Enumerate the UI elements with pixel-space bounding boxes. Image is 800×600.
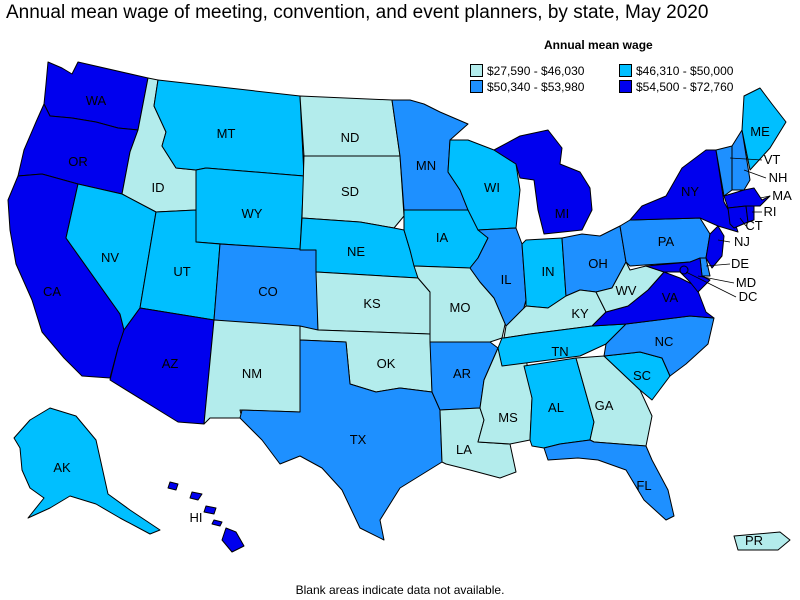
leader-line-vt [729, 157, 763, 161]
legend-swatch [619, 80, 632, 93]
state-label-NJ: NJ [734, 234, 750, 249]
state-label-AZ: AZ [162, 356, 179, 371]
legend-swatch [470, 64, 483, 77]
state-AK[interactable] [13, 407, 161, 535]
footnote: Blank areas indicate data not available. [295, 583, 505, 597]
state-label-CT: CT [745, 218, 762, 233]
state-MI[interactable] [493, 129, 593, 235]
leader-line-ct [739, 217, 747, 227]
state-WV[interactable] [595, 261, 665, 313]
state-label-GA: GA [595, 398, 614, 413]
state-label-WI: WI [484, 180, 500, 195]
state-label-AR: AR [453, 366, 471, 381]
legend-title: Annual mean wage [544, 38, 653, 52]
state-HI[interactable] [221, 527, 245, 553]
state-label-OR: OR [68, 154, 88, 169]
state-TX[interactable] [239, 339, 443, 541]
state-label-MO: MO [450, 300, 471, 315]
state-label-FL: FL [636, 478, 651, 493]
state-label-CA: CA [43, 284, 61, 299]
state-NH[interactable] [731, 129, 751, 191]
legend-swatch [470, 80, 483, 93]
state-label-TN: TN [551, 344, 568, 359]
state-label-NV: NV [101, 250, 119, 265]
state-label-KY: KY [571, 306, 589, 321]
state-label-MD: MD [736, 275, 756, 290]
leader-line-dc [685, 271, 737, 298]
state-label-WV: WV [616, 283, 637, 298]
state-label-VA: VA [662, 290, 679, 305]
state-label-VT: VT [764, 152, 781, 167]
state-label-ME: ME [750, 124, 770, 139]
state-label-IA: IA [436, 230, 449, 245]
legend-label: $54,500 - $72,760 [636, 80, 734, 94]
state-label-MN: MN [416, 158, 436, 173]
state-MT[interactable] [153, 79, 305, 177]
state-label-OH: OH [588, 256, 608, 271]
legend-item-tier-3: $54,500 - $72,760 [619, 80, 733, 94]
state-label-NY: NY [681, 184, 699, 199]
state-label-WY: WY [242, 206, 263, 221]
legend-label: $50,340 - $53,980 [487, 80, 585, 94]
state-FL[interactable] [543, 439, 675, 521]
state-MD[interactable] [645, 257, 711, 293]
state-PR[interactable] [733, 531, 791, 551]
state-label-PA: PA [658, 234, 675, 249]
state-label-SC: SC [633, 368, 651, 383]
leader-line-nj [717, 239, 731, 243]
state-HI-islands[interactable] [167, 481, 223, 527]
state-label-SD: SD [341, 184, 359, 199]
state-label-DE: DE [731, 256, 749, 271]
legend-item-tier-1: $46,310 - $50,000 [619, 64, 733, 78]
legend-swatch [619, 64, 632, 77]
state-label-MT: MT [217, 126, 236, 141]
state-label-ID: ID [152, 180, 165, 195]
state-label-NC: NC [655, 334, 674, 349]
state-ND[interactable] [299, 95, 401, 157]
state-label-TX: TX [350, 432, 367, 447]
state-label-AK: AK [53, 460, 71, 475]
state-label-OK: OK [377, 356, 396, 371]
state-label-MI: MI [555, 206, 569, 221]
state-IL[interactable] [469, 227, 527, 327]
legend-label: $27,590 - $46,030 [487, 64, 585, 78]
leader-line-md [697, 275, 735, 284]
legend-item-tier-2: $50,340 - $53,980 [470, 80, 584, 94]
state-label-CO: CO [258, 284, 278, 299]
state-label-LA: LA [456, 442, 472, 457]
state-label-WA: WA [86, 93, 107, 108]
leader-line-ma [759, 195, 771, 199]
state-label-PR: PR [745, 533, 763, 548]
state-label-AL: AL [548, 400, 564, 415]
state-label-ND: ND [341, 130, 360, 145]
state-label-IN: IN [542, 264, 555, 279]
state-label-IL: IL [501, 272, 512, 287]
state-TN[interactable] [497, 323, 627, 367]
state-label-DC: DC [739, 289, 758, 304]
state-ME[interactable] [741, 87, 787, 171]
state-label-NM: NM [242, 366, 262, 381]
legend-item-tier-0: $27,590 - $46,030 [470, 64, 584, 78]
state-label-NH: NH [769, 170, 788, 185]
state-label-RI: RI [764, 204, 777, 219]
state-label-MS: MS [498, 410, 518, 425]
state-RI[interactable] [745, 205, 755, 223]
legend-label: $46,310 - $50,000 [636, 64, 734, 78]
state-label-MA: MA [772, 188, 792, 203]
state-label-NE: NE [347, 244, 365, 259]
state-label-HI: HI [190, 510, 203, 525]
state-label-UT: UT [173, 264, 190, 279]
leader-line-de [705, 263, 731, 267]
state-label-KS: KS [363, 296, 381, 311]
leader-line-nh [743, 169, 767, 179]
state-NY[interactable] [629, 149, 739, 233]
map-title: Annual mean wage of meeting, convention,… [6, 2, 709, 23]
